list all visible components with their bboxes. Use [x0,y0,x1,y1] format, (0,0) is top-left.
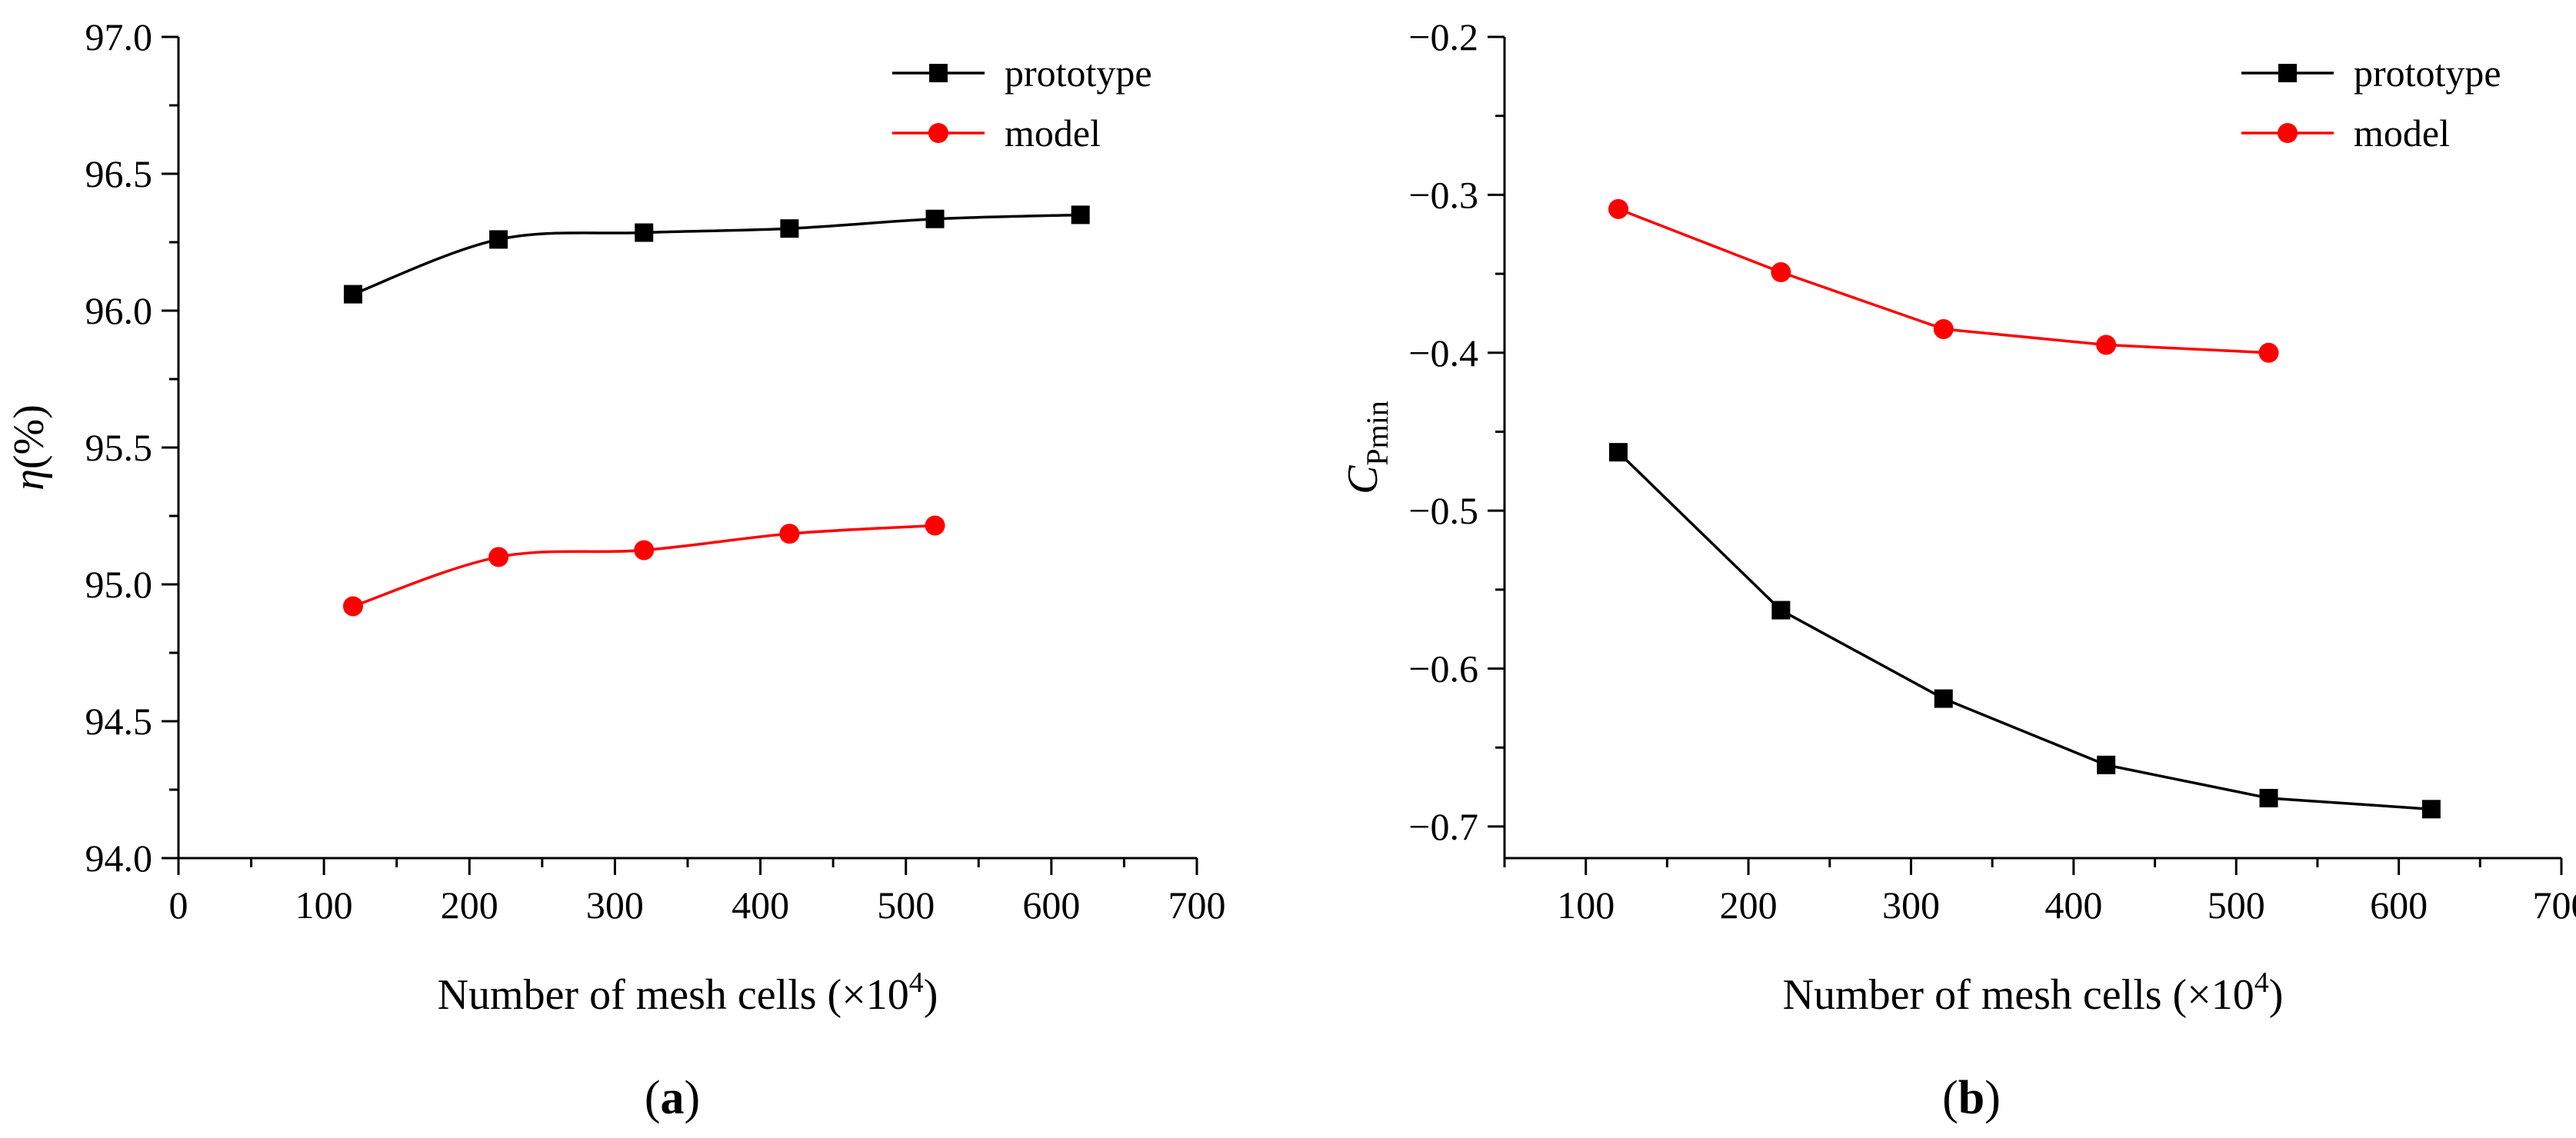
y-axis-title-symbol: η [5,469,53,491]
x-tick-label: 400 [731,883,789,927]
panel-label-open: ( [1942,1072,1958,1124]
y-tick-label: −0.4 [1408,331,1478,374]
legend-label: prototype [2354,52,2501,95]
panel-label-close: ) [685,1072,701,1124]
x-axis-title-superscript: 4 [909,967,924,999]
data-point-model [1771,262,1791,283]
series-model [342,515,945,617]
data-point-prototype [2259,788,2278,807]
legend-label: prototype [1005,52,1152,95]
x-tick-label: 100 [1557,883,1615,927]
panel-label-open: ( [645,1072,661,1124]
data-point-prototype [780,219,799,238]
panel-label-letter: a [661,1072,685,1124]
legend-marker [929,64,948,82]
legend-item-prototype: prototype [892,52,1152,95]
x-tick-label: 300 [1882,883,1940,927]
y-tick-label: −0.3 [1408,173,1478,216]
legend-marker [2278,64,2297,82]
panel-label-letter: b [1958,1072,1984,1124]
y-axis-title-unit: (%) [5,404,53,469]
legend-marker [2278,123,2298,143]
legend-item-prototype: prototype [2241,52,2501,95]
x-tick-label: 600 [2370,883,2428,927]
y-tick-label: 95.0 [85,563,153,606]
data-point-prototype [1934,689,1953,708]
data-point-model [488,547,509,567]
data-point-prototype [343,284,362,304]
x-axis-title-tail: ) [2269,971,2284,1019]
x-tick-label: 600 [1022,883,1080,927]
panel-label: (b) [1942,1072,2001,1124]
series-prototype [1608,443,2441,819]
data-point-prototype [1771,601,1791,620]
data-point-model [634,540,655,561]
data-point-model [1608,198,1628,219]
data-point-prototype [635,223,654,242]
legend-label: model [1005,111,1101,155]
y-axis-title: η(%) [5,404,53,491]
y-tick-label: −0.5 [1408,489,1478,532]
x-tick-label: 200 [1720,883,1778,927]
legend-label: model [2354,111,2450,155]
series-line-prototype [352,213,1081,296]
chart-panel-b: 100 200 300 400 500 600 700 −0.7 −0.6 −0.5 −0.4 −0.… [1339,15,2576,1124]
x-axis-title-main: Number of mesh cells (×10 [438,971,909,1019]
series-prototype [343,205,1090,304]
data-point-prototype [2421,800,2441,819]
y-tick-label: 94.5 [85,700,153,743]
x-tick-label: 0 [169,883,188,927]
x-axis-title-tail: ) [924,971,938,1019]
data-point-model [925,515,945,536]
x-tick-label: 500 [2208,883,2265,927]
x-tick-label: 500 [877,883,935,927]
y-tick-label: 96.5 [85,152,153,195]
x-tick-label: 200 [441,883,498,927]
series-model [1608,198,2279,363]
series-line-model [352,524,935,608]
x-tick-label: 400 [2044,883,2102,927]
x-tick-label: 700 [2533,883,2576,927]
data-point-prototype [2097,755,2116,774]
data-point-model [1933,318,1954,339]
x-axis-title-main: Number of mesh cells (×10 [1783,971,2254,1019]
data-point-prototype [489,230,508,249]
legend-marker [928,123,948,143]
x-tick-label: 100 [295,883,353,927]
legend-item-model: model [2241,111,2450,155]
x-axis-title: Number of mesh cells (×104) [438,967,938,1019]
y-axis-title-symbol: C [1339,465,1387,494]
y-tick-label: −0.6 [1408,647,1478,690]
y-axis-title: CPmin [1339,401,1395,494]
chart-panel-a: 0 100 200 300 400 500 600 700 94.0 94.5 95.0 95.5 96… [5,15,1226,1124]
data-point-prototype [925,209,945,228]
y-tick-label: 95.5 [85,426,153,469]
panel-label-close: ) [1984,1072,2001,1124]
data-point-model [2258,342,2279,363]
y-tick-label: 96.0 [85,289,153,332]
data-point-model [779,524,800,544]
x-axis-title: Number of mesh cells (×104) [1783,967,2284,1019]
legend-item-model: model [892,111,1101,155]
data-point-prototype [1071,205,1090,225]
data-point-model [2096,334,2117,355]
x-tick-label: 700 [1168,883,1226,927]
y-tick-label: −0.2 [1408,15,1478,58]
y-tick-label: −0.7 [1408,805,1478,848]
x-axis-title-superscript: 4 [2254,967,2269,999]
x-tick-label: 300 [586,883,644,927]
data-point-model [342,596,363,617]
panel-label: (a) [645,1072,700,1124]
y-tick-label: 94.0 [85,837,153,880]
data-point-prototype [1608,443,1628,462]
y-axis-title-subscript: Pmin [1360,401,1395,465]
y-tick-label: 97.0 [85,15,153,58]
series-line-prototype [1617,451,2432,811]
